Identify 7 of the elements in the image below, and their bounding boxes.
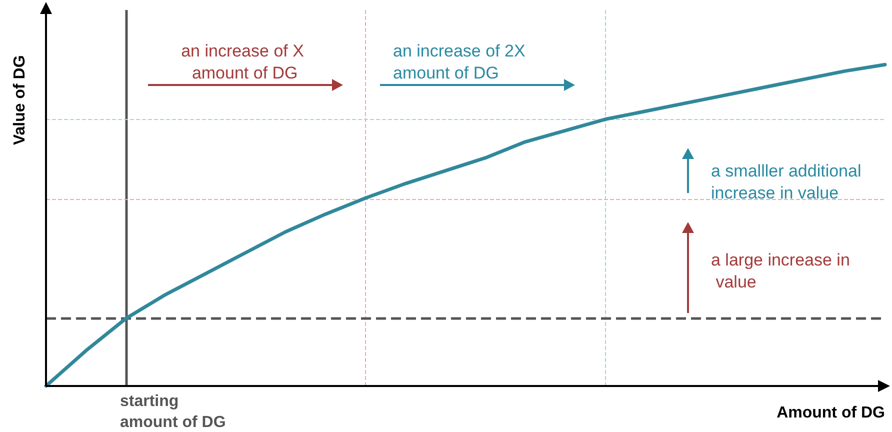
y-axis-title: Value of DG [12, 55, 28, 145]
text: starting amount of DG [120, 393, 226, 431]
annotation: a large increase in value [711, 250, 850, 292]
annotation: an increase of X amount of DG [181, 42, 304, 82]
annotation: a smalller additional increase in value [711, 162, 866, 202]
x-axis-title: Amount of DG [776, 404, 885, 422]
annotation: an increase of 2X amount of DG [393, 42, 530, 82]
